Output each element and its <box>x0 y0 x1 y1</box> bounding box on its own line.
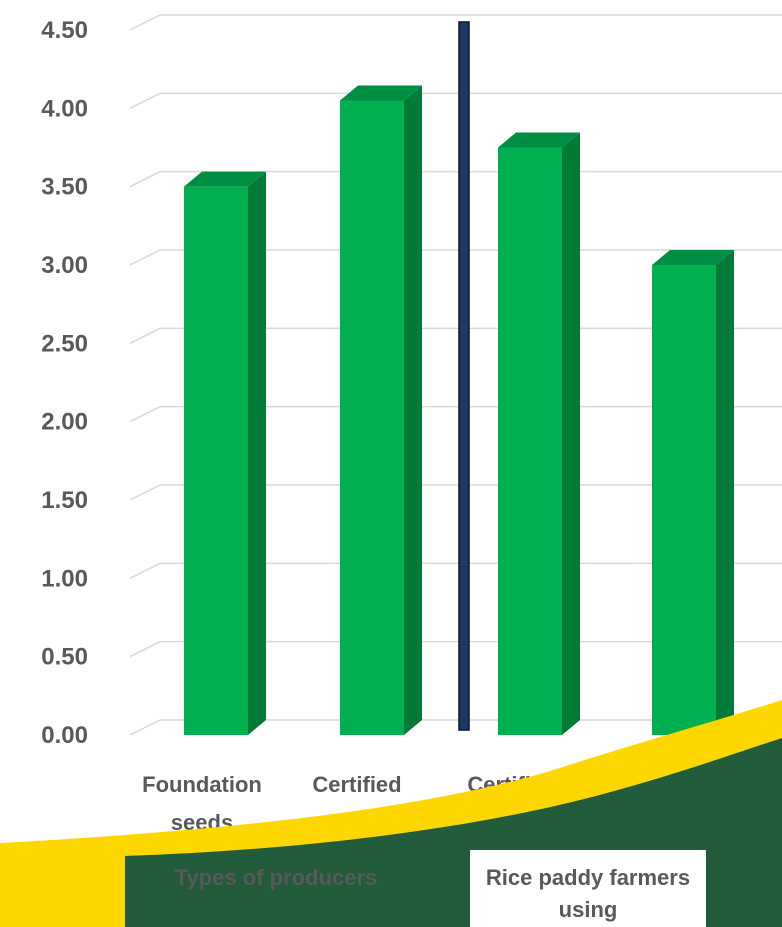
y-tick-label: 4.00 <box>41 95 88 122</box>
bar-side <box>248 171 266 735</box>
gridline-diagonal <box>129 249 161 266</box>
gridline-diagonal <box>129 484 161 501</box>
bar-front <box>340 100 404 735</box>
y-tick-label: 0.50 <box>41 644 88 671</box>
y-tick-label: 2.50 <box>41 330 88 357</box>
y-tick-label: 0.00 <box>41 722 88 749</box>
gridline-diagonal <box>129 640 161 658</box>
bar-top <box>498 132 580 148</box>
group-label-types-of-producers: Types of producers <box>175 865 378 890</box>
gridline-diagonal <box>129 562 161 580</box>
group-label-rice-paddy-farmers-line2: using <box>559 897 618 922</box>
group-label-box <box>470 850 706 927</box>
gridline-diagonal <box>129 327 161 345</box>
bar-top <box>340 85 422 101</box>
bar-side <box>404 85 422 735</box>
x-category-label: Foundation <box>142 772 262 797</box>
group-label-rice-paddy-farmers-line1: Rice paddy farmers <box>486 865 690 890</box>
y-tick-label: 1.50 <box>41 487 88 514</box>
gridline-diagonal <box>129 14 161 31</box>
bar <box>184 171 266 735</box>
y-tick-label: 4.50 <box>41 17 88 44</box>
x-category-label: Certified <box>312 772 401 797</box>
bars <box>184 85 734 735</box>
bar-front <box>184 186 248 735</box>
group-divider-line <box>458 21 470 731</box>
gridline-diagonal <box>129 405 161 423</box>
y-tick-label: 3.50 <box>41 174 88 201</box>
gridline-diagonal <box>129 719 161 736</box>
gridline-diagonal <box>129 92 161 110</box>
bar-side <box>562 132 580 735</box>
bar <box>340 85 422 735</box>
y-tick-label: 1.00 <box>41 565 88 592</box>
y-tick-label: 2.00 <box>41 409 88 436</box>
bar-side <box>716 250 734 735</box>
bar-front <box>652 265 716 735</box>
bar-front <box>498 147 562 735</box>
bar-top <box>652 250 734 265</box>
gridline-diagonal <box>129 170 161 188</box>
bar-top <box>184 171 266 187</box>
bar <box>498 132 580 735</box>
bar <box>652 250 734 735</box>
y-tick-label: 3.00 <box>41 252 88 279</box>
y-axis-tick-labels: 0.00 0.50 1.00 1.50 2.00 2.50 3.00 3.50 4.00 4.50 <box>41 17 88 749</box>
